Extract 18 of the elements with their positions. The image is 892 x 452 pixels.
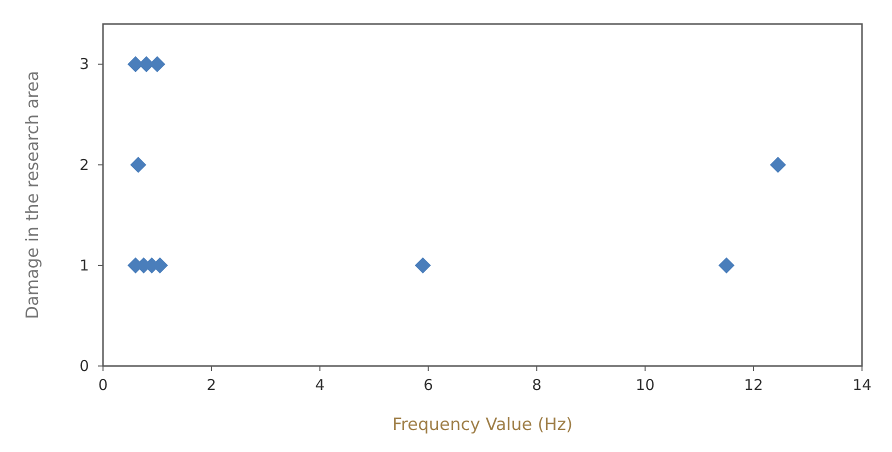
y-tick-label: 0 [79,357,89,375]
x-tick-label: 8 [532,376,542,394]
y-tick-label: 1 [79,256,89,274]
point [770,156,786,173]
x-tick-label: 6 [424,376,434,394]
x-tick-label: 4 [315,376,325,394]
x-tick-label: 0 [98,376,108,394]
point [130,156,146,173]
y-tick-label: 2 [79,156,89,174]
x-axis-title: Frequency Value (Hz) [392,415,573,435]
x-tick-label: 10 [636,376,655,394]
y-axis-title: Damage in the research area [23,70,43,320]
x-tick-label: 14 [852,376,872,394]
x-tick-label: 2 [206,376,216,394]
point [718,257,735,274]
point [414,257,431,274]
y-tick-label: 3 [79,55,89,74]
x-tick-label: 12 [744,376,764,394]
